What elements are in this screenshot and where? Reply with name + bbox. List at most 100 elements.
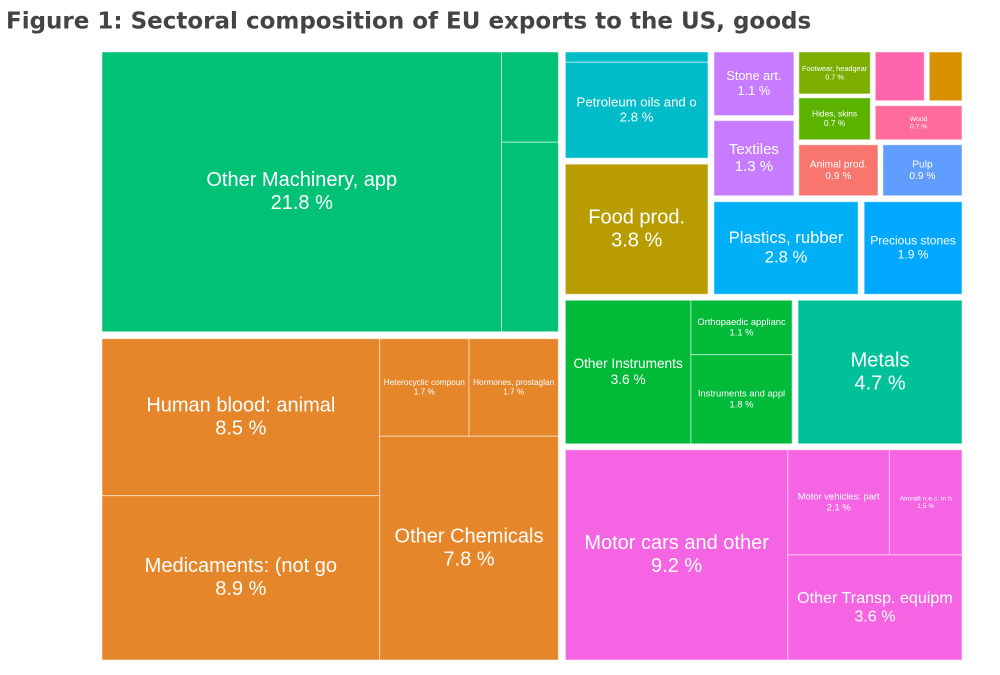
cell-name: Hormones, prostaglan — [473, 378, 555, 387]
cell-name: Hides, skins — [812, 108, 857, 118]
cell-name: Motor cars and other — [584, 532, 769, 554]
cell-value: 2.8 % — [620, 110, 654, 125]
cell-name: Other Transp. equipm — [797, 589, 953, 607]
treemap-cell — [501, 141, 559, 333]
cell-value: 0.7 % — [825, 72, 844, 81]
cell-value: 0.9 % — [825, 171, 851, 182]
treemap-cell — [101, 51, 503, 333]
cell-value: 2.1 % — [827, 501, 851, 512]
treemap-cell — [501, 51, 559, 143]
treemap-cell — [863, 201, 963, 295]
cell-name: Plastics, rubber — [729, 228, 844, 247]
cell-value: 3.8 % — [611, 229, 662, 251]
cell-value: 8.5 % — [215, 417, 266, 439]
cell-name: Motor vehicles: part — [798, 491, 880, 502]
cell-name: Aircraft n.e.c. in h — [900, 495, 952, 502]
treemap-cell — [874, 51, 925, 102]
cell-label: Animal prod.0.9 % — [810, 159, 867, 182]
cell-value: 1.1 % — [730, 328, 754, 338]
cell-name: Animal prod. — [810, 159, 867, 170]
treemap-cell — [468, 338, 559, 437]
cell-name: Medicaments: (not go — [145, 555, 337, 577]
cell-value: 1.5 % — [917, 503, 934, 510]
treemap-cell — [713, 51, 795, 117]
treemap-cell — [713, 201, 859, 295]
treemap-cell — [690, 299, 793, 356]
treemap-cell — [798, 51, 871, 95]
treemap-cell — [797, 299, 963, 445]
cell-name: Petroleum oils and o — [577, 94, 697, 109]
cell-value: 2.8 % — [765, 247, 808, 266]
cell-value: 0.7 % — [910, 124, 927, 131]
cell-value: 1.1 % — [738, 83, 770, 98]
cell-name: Other Chemicals — [395, 525, 544, 547]
treemap-cell — [564, 299, 692, 445]
treemap-cell — [798, 97, 871, 141]
cell-value: 1.9 % — [898, 247, 929, 261]
chart-title: Figure 1: Sectoral composition of EU exp… — [6, 9, 811, 35]
treemap-cell — [564, 163, 709, 295]
cell-name: Wood — [910, 116, 928, 123]
cell-label: Aircraft n.e.c. in h1.5 % — [900, 495, 952, 510]
cell-label: Medicaments: (not go8.9 % — [145, 555, 337, 600]
treemap-cell — [874, 105, 963, 141]
cell-value: 1.7 % — [414, 388, 436, 397]
cell-name: Other Instruments — [573, 356, 682, 371]
treemap-cell — [379, 435, 559, 661]
treemap-cell — [882, 144, 963, 197]
treemap-cell — [690, 354, 793, 445]
cell-name: Pulp — [912, 159, 933, 170]
cell-name: Human blood: animal — [146, 394, 335, 416]
cell-value: 1.3 % — [735, 158, 773, 175]
cell-name: Other Machinery, app — [206, 169, 397, 191]
treemap-cell — [564, 51, 709, 63]
cell-value: 3.6 % — [854, 607, 895, 625]
cell-value: 4.7 % — [854, 372, 905, 394]
treemap-cell — [101, 495, 381, 661]
cell-name: Metals — [851, 349, 910, 371]
cell-value: 21.8 % — [271, 192, 333, 214]
cell-name: Orthopaedic applianc — [697, 317, 786, 327]
treemap-cell — [928, 51, 963, 102]
cell-value: 1.8 % — [730, 399, 754, 409]
cell-name: Precious stones — [870, 234, 956, 248]
cell-value: 7.8 % — [443, 548, 494, 570]
cell-label: Food prod.3.8 % — [588, 206, 685, 251]
treemap-cell — [379, 338, 470, 437]
cell-value: 0.7 % — [824, 118, 846, 128]
cell-value: 8.9 % — [215, 578, 266, 600]
cell-name: Heterocyclic compoun — [384, 378, 466, 387]
treemap-cell — [713, 120, 795, 197]
cell-name: Food prod. — [588, 206, 685, 228]
treemap-cell — [787, 554, 963, 661]
treemap-cell — [798, 144, 879, 197]
cell-value: 1.7 % — [503, 388, 525, 397]
cell-value: 3.6 % — [611, 372, 646, 387]
cell-value: 0.9 % — [909, 171, 935, 182]
cell-name: Stone art. — [726, 68, 781, 83]
cell-name: Footwear, headgear — [802, 64, 868, 73]
cell-label: Petroleum oils and o2.8 % — [577, 94, 697, 124]
cell-value: 9.2 % — [651, 555, 702, 577]
cell-label: Stone art.1.1 % — [726, 68, 781, 98]
cell-name: Textiles — [729, 141, 779, 158]
